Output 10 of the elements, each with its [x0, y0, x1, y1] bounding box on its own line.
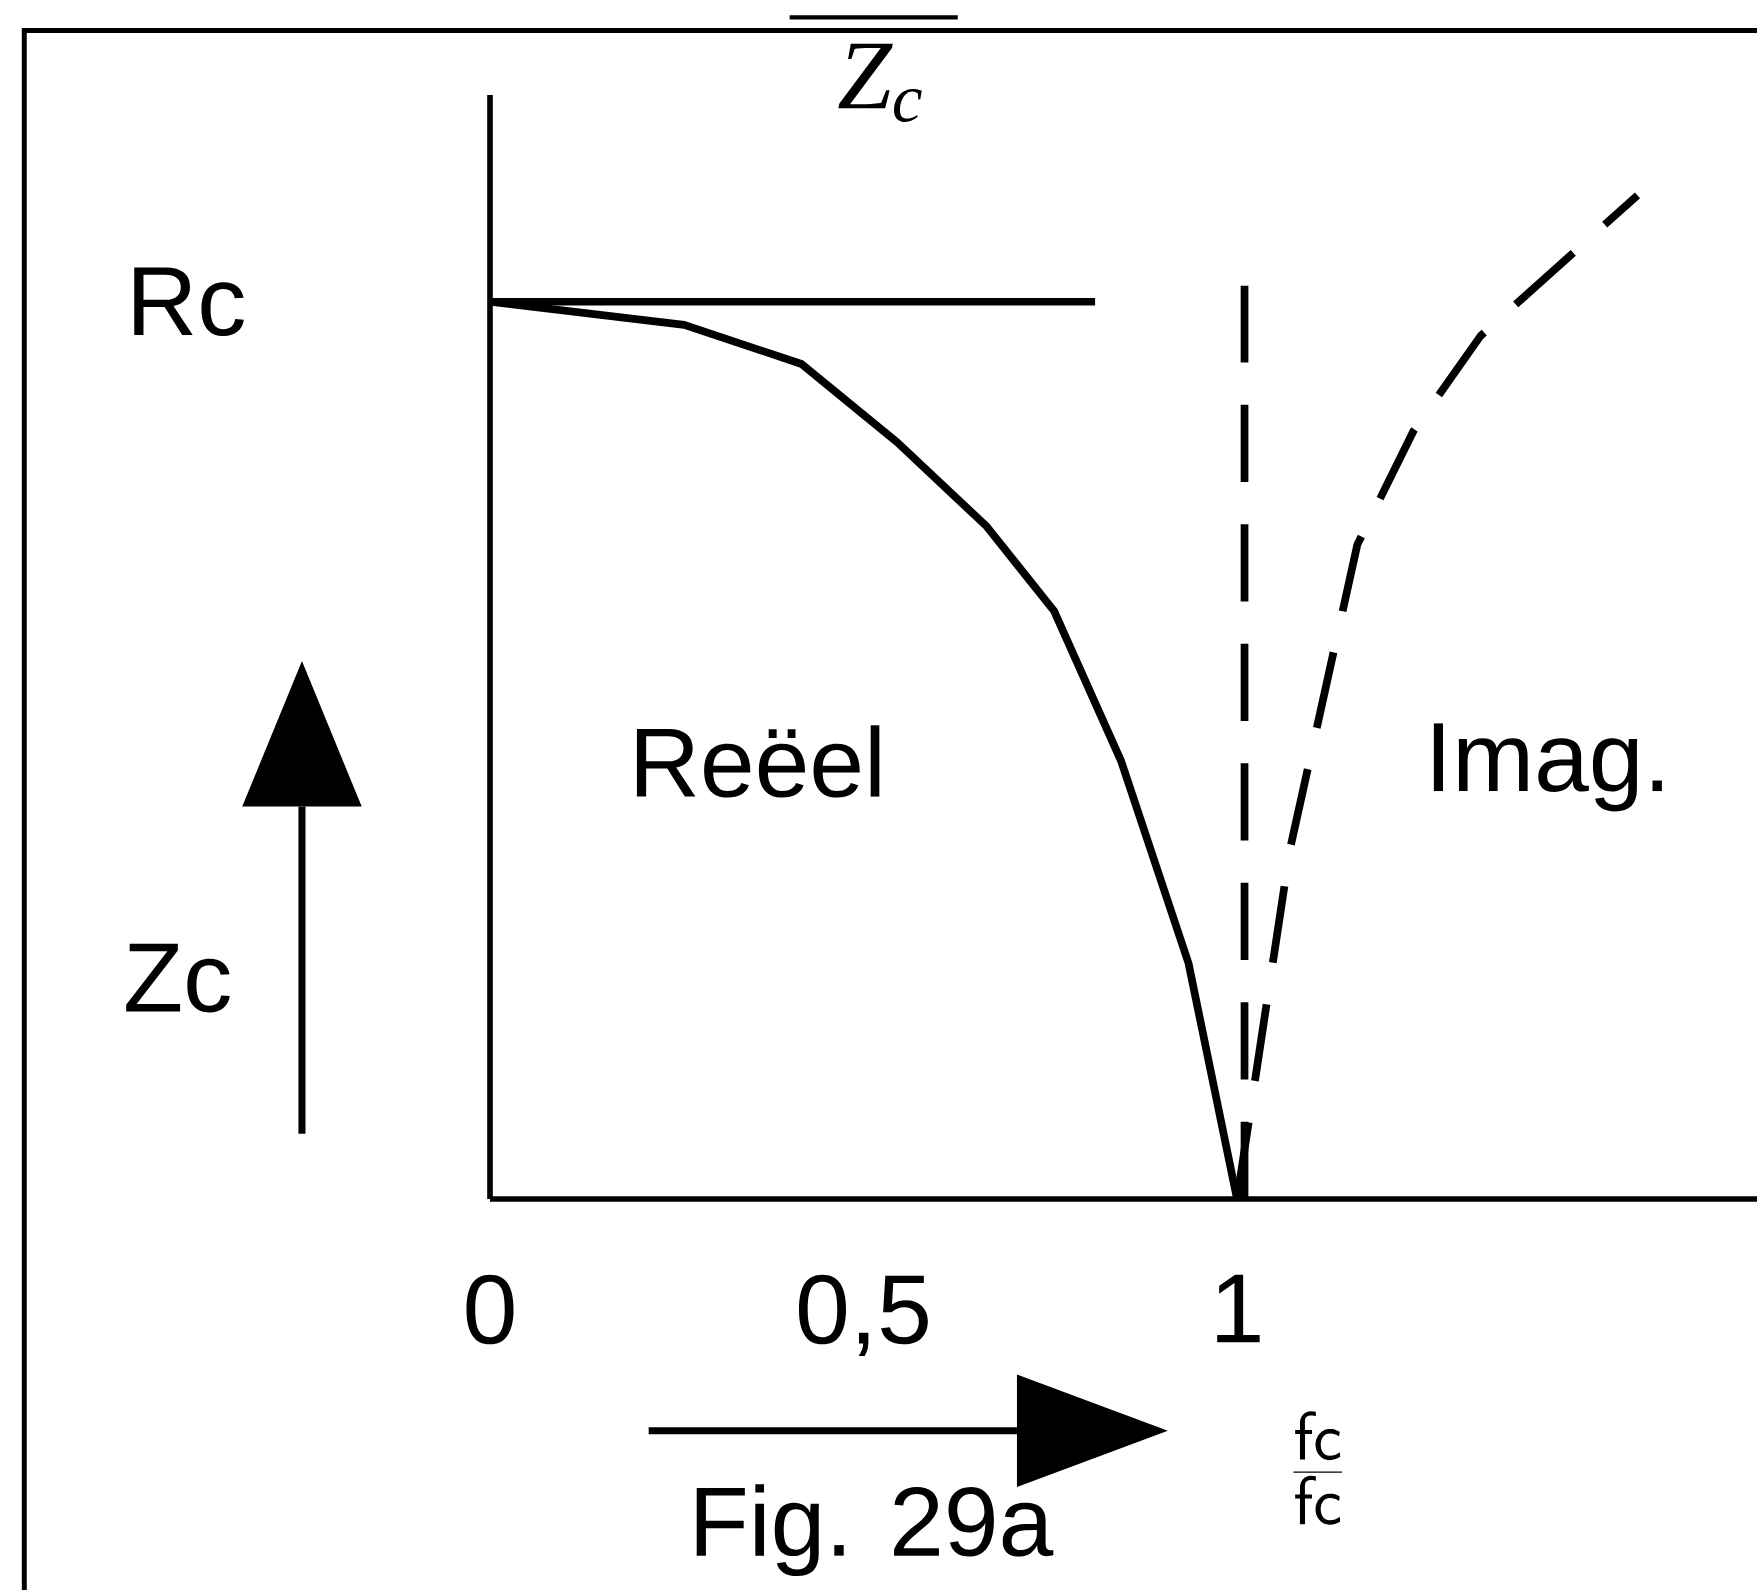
x-tick-label: 1 — [1217, 1274, 1260, 1343]
x-axis-title: $\frac{\mathsf{fc}}{\mathsf{fc}}$ — [1293, 1411, 1343, 1525]
x-tick-label: 0,5 — [798, 1274, 928, 1356]
annotation: Reëel — [636, 725, 880, 798]
x-tick-label: 0 — [466, 1274, 514, 1345]
y-axis-title: Zc — [126, 943, 230, 1013]
annotation: Imag. — [1433, 723, 1662, 812]
chart-title: Z$_{c}$ — [838, 43, 922, 123]
caption: Fig. 29a — [696, 1484, 1054, 1577]
annotation: Rc — [134, 267, 244, 337]
